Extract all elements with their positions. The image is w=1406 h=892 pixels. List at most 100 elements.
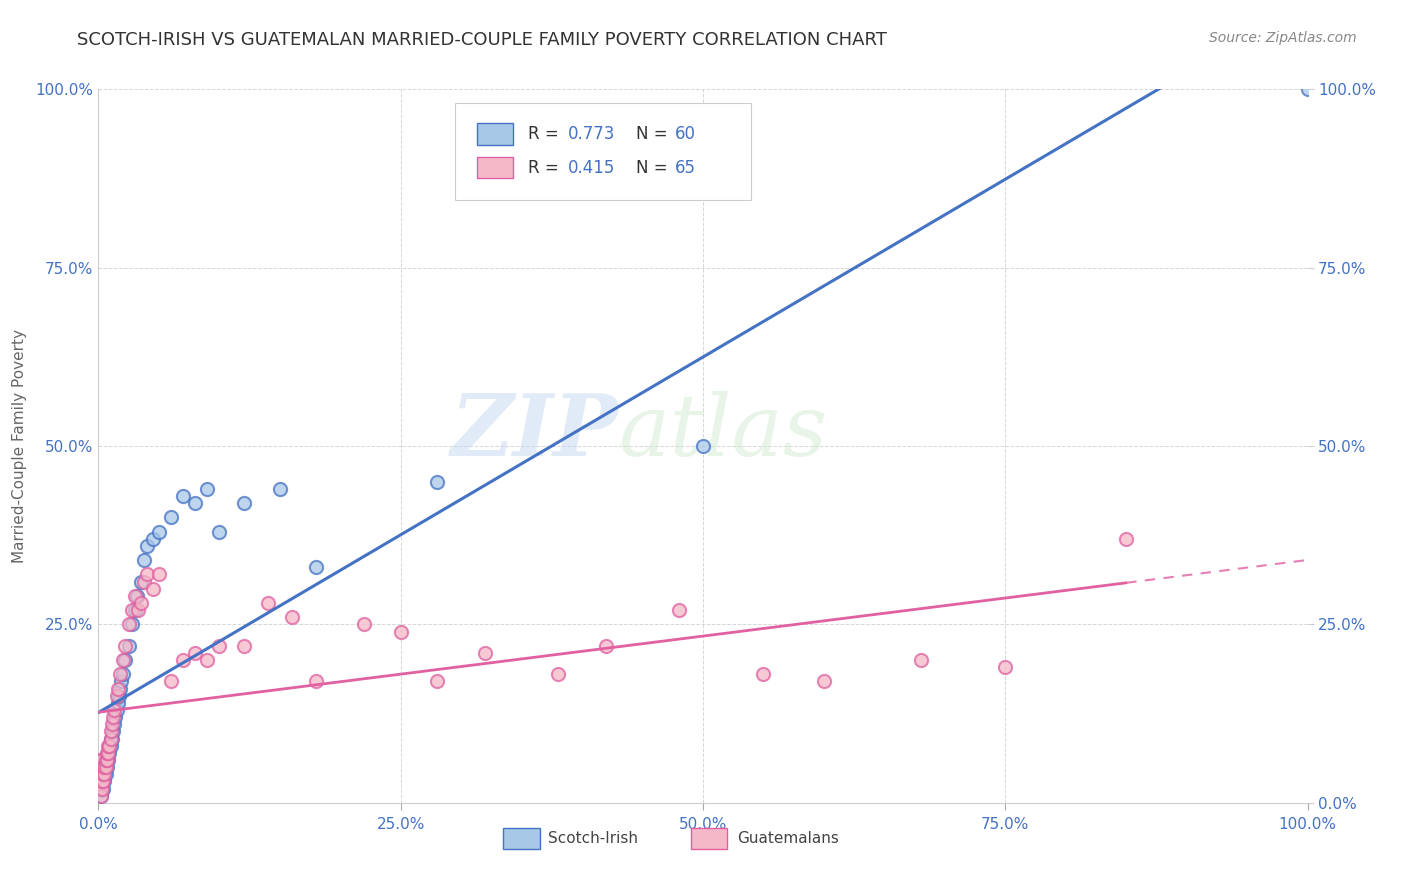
Point xyxy=(129,574,152,589)
Point xyxy=(813,674,835,689)
Text: N =: N = xyxy=(637,159,673,177)
Point xyxy=(105,703,128,717)
Point xyxy=(90,789,112,803)
Text: 0.773: 0.773 xyxy=(568,125,614,143)
Point xyxy=(148,567,170,582)
Point xyxy=(101,724,124,739)
Point xyxy=(107,681,129,696)
Point xyxy=(100,731,122,746)
Text: 60: 60 xyxy=(675,125,696,143)
Point xyxy=(114,639,136,653)
Point xyxy=(281,610,304,624)
Point xyxy=(89,781,111,796)
Point xyxy=(108,689,131,703)
Point xyxy=(256,596,278,610)
Bar xyxy=(477,157,513,178)
Point xyxy=(172,489,194,503)
Point xyxy=(127,589,149,603)
Text: N =: N = xyxy=(637,125,673,143)
Point xyxy=(111,667,134,681)
Point xyxy=(91,760,114,774)
Point xyxy=(124,603,146,617)
Point xyxy=(232,639,254,653)
Point xyxy=(91,767,114,781)
Point xyxy=(89,753,111,767)
Point xyxy=(389,624,412,639)
Point xyxy=(89,774,111,789)
Point xyxy=(127,603,149,617)
Point xyxy=(90,789,112,803)
Point xyxy=(134,553,156,567)
Point xyxy=(208,524,231,539)
Point xyxy=(1115,532,1137,546)
Point xyxy=(305,560,328,574)
Point xyxy=(184,496,207,510)
Point xyxy=(94,753,117,767)
Point xyxy=(100,731,122,746)
Point xyxy=(103,703,125,717)
Bar xyxy=(690,828,727,849)
Point xyxy=(129,596,152,610)
Point xyxy=(100,717,122,731)
Point xyxy=(104,710,127,724)
Point xyxy=(91,767,114,781)
Point xyxy=(89,760,111,774)
Point xyxy=(90,760,112,774)
Point xyxy=(105,689,128,703)
Point xyxy=(108,667,131,681)
Point xyxy=(90,774,112,789)
Point xyxy=(93,774,115,789)
Point xyxy=(91,774,114,789)
Point xyxy=(97,739,120,753)
Point xyxy=(118,617,141,632)
Text: ZIP: ZIP xyxy=(450,390,619,474)
Point xyxy=(100,739,122,753)
Point xyxy=(89,781,111,796)
Point xyxy=(110,674,132,689)
Point xyxy=(96,760,118,774)
Point xyxy=(89,767,111,781)
Point xyxy=(91,774,114,789)
Text: atlas: atlas xyxy=(619,391,828,473)
Point xyxy=(89,774,111,789)
Point xyxy=(353,617,375,632)
Point xyxy=(305,674,328,689)
Point xyxy=(474,646,496,660)
Point xyxy=(121,603,143,617)
Point xyxy=(93,760,115,774)
Y-axis label: Married-Couple Family Poverty: Married-Couple Family Poverty xyxy=(13,329,27,563)
Bar xyxy=(477,123,513,145)
Point xyxy=(100,731,122,746)
Point xyxy=(94,760,117,774)
Point xyxy=(90,774,112,789)
Point xyxy=(107,696,129,710)
Point xyxy=(91,781,114,796)
Point xyxy=(135,567,157,582)
Point xyxy=(89,767,111,781)
Point xyxy=(160,674,183,689)
Point xyxy=(93,760,115,774)
Point xyxy=(91,753,114,767)
Point xyxy=(208,639,231,653)
Point xyxy=(135,539,157,553)
Point xyxy=(195,482,218,496)
Point xyxy=(96,753,118,767)
Point xyxy=(111,653,134,667)
Point xyxy=(100,724,122,739)
Point xyxy=(93,767,115,781)
Point xyxy=(91,781,114,796)
Point xyxy=(910,653,932,667)
Point xyxy=(103,717,125,731)
Point xyxy=(98,746,121,760)
Point xyxy=(269,482,291,496)
Point xyxy=(108,681,131,696)
Point xyxy=(142,582,165,596)
Point xyxy=(98,739,121,753)
Text: Source: ZipAtlas.com: Source: ZipAtlas.com xyxy=(1209,31,1357,45)
Point xyxy=(114,653,136,667)
Point xyxy=(90,781,112,796)
Point xyxy=(426,475,449,489)
Point xyxy=(91,760,114,774)
Text: 65: 65 xyxy=(675,159,696,177)
Point xyxy=(426,674,449,689)
